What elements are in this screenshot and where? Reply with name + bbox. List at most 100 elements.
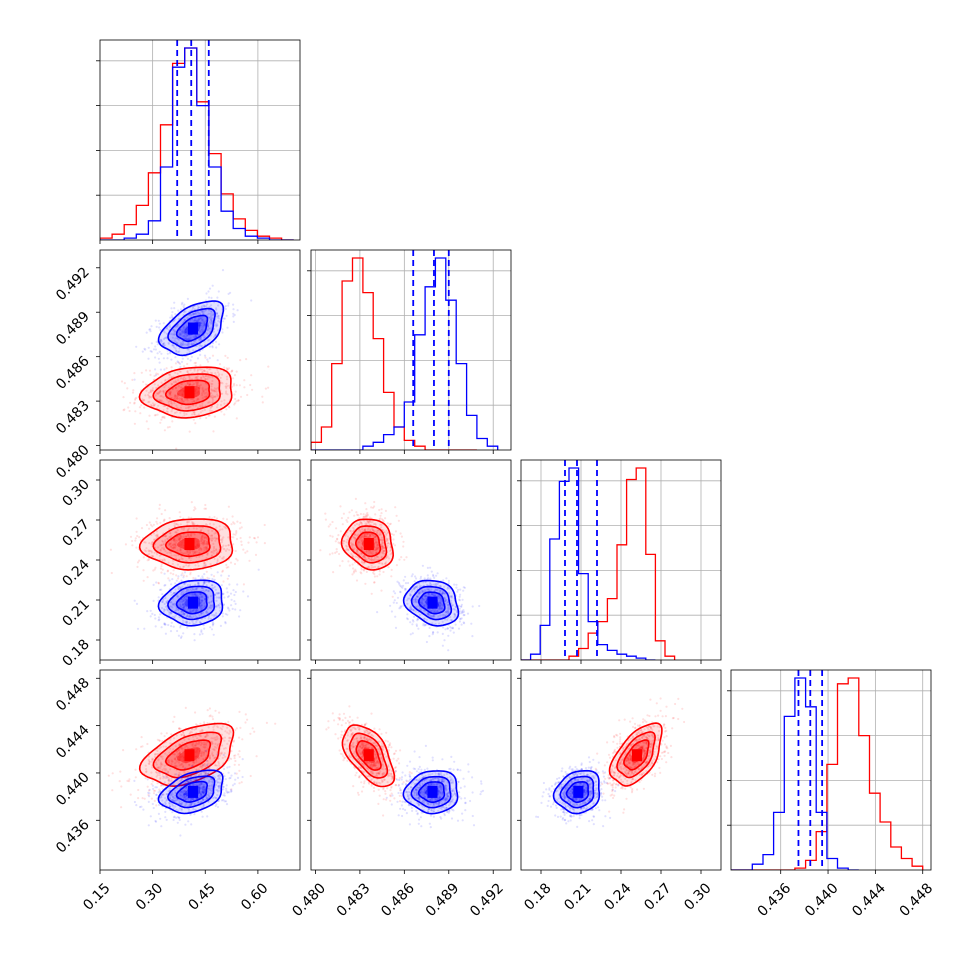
scatter-point xyxy=(428,613,431,616)
scatter-point xyxy=(200,730,203,733)
scatter-point xyxy=(160,571,163,574)
scatter-point xyxy=(180,613,184,616)
scatter-point xyxy=(155,786,158,789)
scatter-point xyxy=(421,602,424,605)
scatter-point xyxy=(215,803,218,806)
scatter-point xyxy=(211,389,214,392)
scatter-point xyxy=(160,755,163,759)
scatter-point xyxy=(155,771,158,774)
scatter-point xyxy=(152,789,156,792)
scatter-point xyxy=(187,550,190,554)
scatter-point xyxy=(199,800,202,804)
scatter-point xyxy=(393,599,396,602)
scatter-point xyxy=(355,522,359,526)
scatter-point xyxy=(120,380,124,383)
density-peak-second xyxy=(187,596,198,609)
scatter-point xyxy=(208,316,211,319)
scatter-point xyxy=(201,542,204,545)
scatter-point xyxy=(182,603,185,606)
scatter-point xyxy=(361,540,364,543)
scatter-point xyxy=(185,621,188,624)
scatter-point xyxy=(158,322,161,325)
scatter-point xyxy=(172,816,176,819)
scatter-point xyxy=(195,587,198,591)
scatter-point xyxy=(161,558,164,562)
scatter-point xyxy=(203,785,206,789)
scatter-point xyxy=(206,542,209,545)
scatter-point xyxy=(375,545,378,548)
scatter-point xyxy=(195,772,198,775)
scatter-point xyxy=(178,753,181,756)
scatter-point xyxy=(351,543,354,546)
scatter-point xyxy=(394,506,397,509)
scatter-point xyxy=(372,523,375,526)
scatter-point xyxy=(450,602,453,605)
scatter-point xyxy=(211,606,214,609)
scatter-point xyxy=(362,513,365,516)
scatter-point xyxy=(182,328,185,331)
scatter-point xyxy=(342,542,345,545)
scatter-point xyxy=(187,343,190,346)
scatter-point xyxy=(241,738,244,741)
scatter-point xyxy=(165,534,168,537)
scatter-point xyxy=(387,566,390,569)
scatter-point xyxy=(146,576,149,579)
scatter-point xyxy=(204,772,207,776)
scatter-point xyxy=(157,384,160,387)
scatter-point xyxy=(179,753,182,756)
scatter-point xyxy=(179,334,182,337)
scatter-point xyxy=(184,598,187,601)
scatter-point xyxy=(376,542,379,545)
scatter-point xyxy=(186,370,189,373)
scatter-point xyxy=(225,375,229,378)
scatter-point xyxy=(179,370,182,373)
scatter-point xyxy=(171,420,174,423)
scatter-point xyxy=(198,555,201,558)
scatter-point xyxy=(204,546,207,549)
scatter-point xyxy=(212,395,216,398)
scatter-point xyxy=(207,762,210,765)
scatter-point xyxy=(179,341,183,345)
scatter-point xyxy=(182,632,185,635)
scatter-point xyxy=(374,552,377,555)
scatter-point xyxy=(174,758,177,762)
scatter-point xyxy=(214,334,217,337)
scatter-point xyxy=(197,595,200,598)
scatter-point xyxy=(422,609,425,612)
scatter-point xyxy=(461,598,464,601)
scatter-point xyxy=(215,612,218,615)
scatter-point xyxy=(181,585,184,588)
scatter-point xyxy=(206,553,209,557)
scatter-point xyxy=(434,584,437,587)
scatter-point xyxy=(221,331,224,334)
scatter-point xyxy=(186,382,189,385)
scatter-point xyxy=(178,538,181,541)
scatter-point xyxy=(169,611,172,614)
scatter-point xyxy=(427,589,430,592)
scatter-point xyxy=(197,774,200,777)
scatter-point xyxy=(416,595,419,599)
scatter-point xyxy=(353,524,357,527)
scatter-point xyxy=(372,529,375,532)
scatter-point xyxy=(138,536,141,539)
contour-second xyxy=(157,579,224,627)
scatter-point xyxy=(187,587,190,591)
scatter-point xyxy=(203,743,206,746)
scatter-point xyxy=(222,517,225,520)
scatter-point xyxy=(159,765,162,768)
scatter-point xyxy=(178,361,181,364)
scatter-point xyxy=(184,792,187,795)
scatter-point xyxy=(202,323,206,326)
scatter-point xyxy=(155,520,158,523)
scatter-point xyxy=(190,616,193,619)
scatter-point xyxy=(183,331,186,334)
scatter-point xyxy=(207,414,210,417)
scatter-point xyxy=(363,515,366,518)
scatter-point xyxy=(212,314,215,317)
scatter-point xyxy=(207,726,210,729)
scatter-point xyxy=(197,318,200,321)
scatter-point xyxy=(213,536,216,539)
scatter-point xyxy=(200,586,203,590)
scatter-point xyxy=(395,564,398,567)
scatter-point xyxy=(201,599,204,602)
